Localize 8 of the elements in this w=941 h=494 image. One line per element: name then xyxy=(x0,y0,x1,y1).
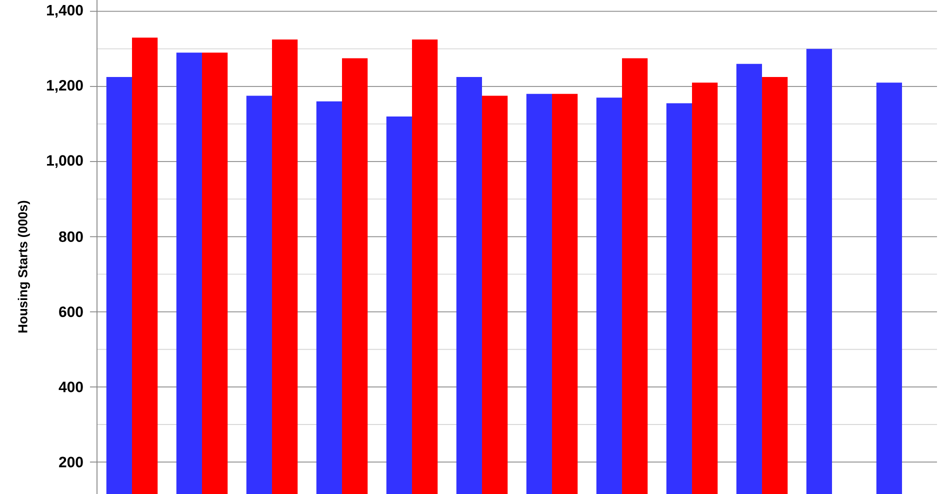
y-tick-label: 600 xyxy=(59,306,83,318)
y-axis-title: Housing Starts (000s) xyxy=(18,200,30,332)
y-tick-label: 400 xyxy=(58,382,83,392)
y-tick-label: 800 xyxy=(59,231,83,242)
y-tick-label: 1,200 xyxy=(47,80,83,93)
y-tick-label: 1,400 xyxy=(47,4,83,18)
y-tick-label: 200 xyxy=(59,456,83,468)
y-tick-label: 1,000 xyxy=(47,155,83,168)
